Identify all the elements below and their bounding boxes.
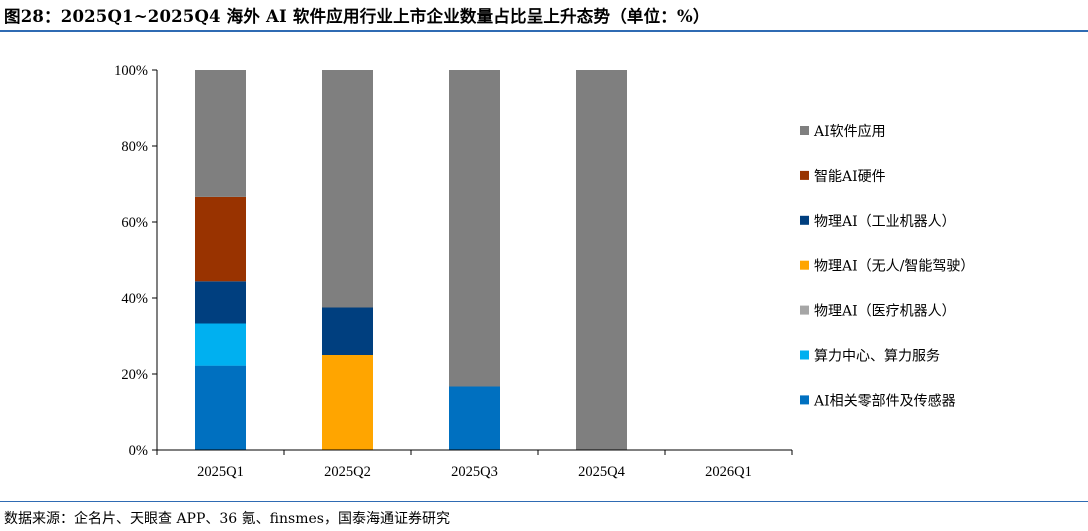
legend-swatch bbox=[800, 350, 809, 360]
bar-segment-2025Q1-series-6 bbox=[195, 70, 246, 197]
legend-label: 物理AI（工业机器人） bbox=[814, 214, 956, 230]
axes-layer: 0% 20% 40% 60% 80% 100% 2025Q1 2025Q2 2025Q3 2025… bbox=[114, 63, 793, 480]
legend-swatch bbox=[800, 170, 809, 180]
x-tick-label: 2026Q1 bbox=[705, 464, 752, 480]
bar-segment-2025Q1-series-5 bbox=[195, 196, 246, 282]
x-tick-label: 2025Q3 bbox=[451, 464, 498, 480]
legend-label: AI相关零部件及传感器 bbox=[813, 392, 956, 409]
bar-segment-2025Q2-series-3 bbox=[322, 355, 373, 450]
x-tick-label: 2025Q4 bbox=[578, 464, 625, 480]
bar-segment-2025Q4-series-6 bbox=[576, 70, 627, 450]
chart-title: 图28：2025Q1~2025Q4 海外 AI 软件应用行业上市企业数量占比呈上… bbox=[4, 7, 710, 26]
legend-swatch bbox=[800, 126, 809, 135]
legend-label: 算力中心、算力服务 bbox=[814, 349, 940, 365]
y-tick-label: 100% bbox=[114, 63, 148, 79]
legend-swatch bbox=[800, 215, 809, 225]
bars-layer bbox=[195, 70, 627, 450]
bar-segment-2025Q1-series-4 bbox=[195, 281, 246, 324]
bar-segment-2025Q1-series-1 bbox=[195, 323, 246, 366]
title-divider bbox=[0, 30, 1088, 32]
y-tick-label: 40% bbox=[121, 291, 148, 307]
y-tick-label: 60% bbox=[121, 215, 148, 231]
bar-segment-2025Q3-series-0 bbox=[449, 386, 500, 450]
legend-label: 物理AI（无人/智能驾驶） bbox=[814, 259, 974, 275]
bar-segment-2025Q2-series-6 bbox=[322, 70, 373, 308]
legend-label: AI软件应用 bbox=[813, 123, 886, 140]
y-tick-label: 80% bbox=[121, 139, 148, 155]
footer-divider bbox=[0, 501, 1088, 502]
bar-segment-2025Q3-series-6 bbox=[449, 70, 500, 387]
y-tick-label: 20% bbox=[121, 367, 148, 383]
legend-swatch bbox=[800, 305, 809, 315]
y-tick-label: 0% bbox=[129, 443, 148, 459]
x-tick-label: 2025Q2 bbox=[324, 464, 371, 480]
source-note: 数据来源：企名片、天眼查 APP、36 氪、finsmes，国泰海通证券研究 bbox=[4, 511, 450, 527]
x-tick-label: 2025Q1 bbox=[197, 464, 244, 480]
legend-label: 智能AI硬件 bbox=[814, 169, 886, 185]
bar-segment-2025Q1-series-0 bbox=[195, 365, 246, 450]
bar-segment-2025Q2-series-4 bbox=[322, 307, 373, 355]
legend-swatch bbox=[800, 260, 809, 270]
legend-label: 物理AI（医疗机器人） bbox=[814, 304, 956, 320]
legend-swatch bbox=[800, 395, 809, 405]
